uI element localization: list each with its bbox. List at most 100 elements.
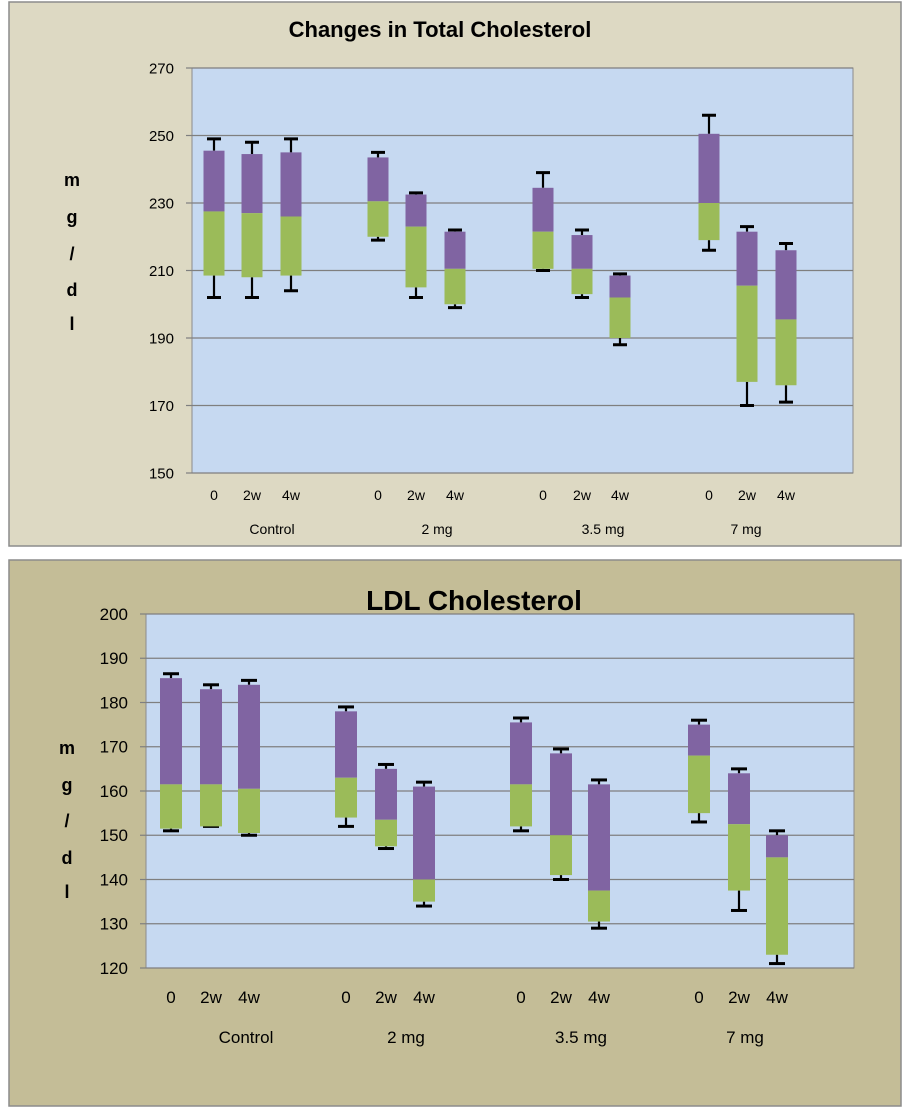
x-tick-label: 0 <box>341 988 350 1007</box>
upper-box-segment <box>200 689 222 785</box>
box-Control-0 <box>203 137 225 299</box>
group-label: 3.5 mg <box>555 1028 607 1047</box>
y-tick-label: 130 <box>100 915 128 934</box>
chart-2: 120 130 140 150 160 170 180 190 200 LDL Cholester… <box>8 559 902 1107</box>
box-7-mg-4w <box>775 242 797 404</box>
y-axis-label-char: / <box>69 244 74 264</box>
lower-box-segment <box>728 824 750 891</box>
box-Control-2w <box>241 140 263 299</box>
y-axis-label-char: l <box>64 882 69 902</box>
x-tick-label: 0 <box>516 988 525 1007</box>
upper-box-segment <box>241 154 263 214</box>
y-axis-label-char: d <box>67 280 78 300</box>
upper-box-segment <box>335 711 357 778</box>
upper-box-segment <box>375 768 397 820</box>
x-tick-label: 2w <box>738 487 757 503</box>
x-tick-label: 4w <box>766 988 788 1007</box>
x-tick-label: 4w <box>611 487 630 503</box>
group-label: 7 mg <box>730 521 761 537</box>
upper-box-segment <box>203 150 225 212</box>
x-tick-label: 0 <box>374 487 382 503</box>
group-label: Control <box>219 1028 274 1047</box>
lower-box-segment <box>550 835 572 876</box>
upper-box-segment <box>550 753 572 836</box>
x-tick-label: 0 <box>210 487 218 503</box>
x-tick-label: 4w <box>413 988 435 1007</box>
lower-box-segment <box>510 784 532 827</box>
y-tick-label: 150 <box>149 465 174 482</box>
y-tick-label: 270 <box>149 60 174 77</box>
lower-box-segment <box>367 201 389 237</box>
upper-box-segment <box>728 773 750 825</box>
y-tick-label: 210 <box>149 263 174 280</box>
lower-box-segment <box>405 226 427 288</box>
box-Control-2w <box>200 683 222 828</box>
upper-box-segment <box>444 231 466 269</box>
group-label: Control <box>249 521 294 537</box>
lower-box-segment <box>444 268 466 305</box>
y-axis-label-char: m <box>64 170 80 190</box>
x-tick-label: 4w <box>446 487 465 503</box>
group-label: 2 mg <box>387 1028 425 1047</box>
lower-box-segment <box>238 788 260 834</box>
lower-box-segment <box>571 268 593 295</box>
y-axis-label-char: g <box>67 207 78 227</box>
y-tick-label: 170 <box>149 398 174 415</box>
x-tick-label: 2w <box>243 487 262 503</box>
box-Control-4w <box>238 678 260 837</box>
lower-box-segment <box>609 297 631 338</box>
box-3_5-mg-4w <box>588 778 610 930</box>
y-axis-label-char: g <box>62 775 73 795</box>
upper-box-segment <box>160 678 182 785</box>
chart-title: Changes in Total Cholesterol <box>289 17 592 42</box>
y-axis-label-char: m <box>59 738 75 758</box>
lower-box-segment <box>532 231 554 269</box>
box-7-mg-2w <box>728 767 750 912</box>
box-3_5-mg-2w <box>550 747 572 881</box>
x-tick-label: 2w <box>375 988 397 1007</box>
box-3_5-mg-0 <box>532 171 554 272</box>
x-tick-label: 2w <box>200 988 222 1007</box>
chart-title: LDL Cholesterol <box>366 585 582 616</box>
group-label: 7 mg <box>726 1028 764 1047</box>
upper-box-segment <box>775 250 797 320</box>
x-tick-label: 4w <box>238 988 260 1007</box>
lower-box-segment <box>241 213 263 278</box>
upper-box-segment <box>588 784 610 891</box>
y-tick-label: 150 <box>100 826 128 845</box>
y-tick-label: 230 <box>149 195 174 212</box>
upper-box-segment <box>766 835 788 858</box>
upper-box-segment <box>405 194 427 227</box>
lower-box-segment <box>200 784 222 827</box>
x-tick-label: 0 <box>705 487 713 503</box>
y-tick-label: 140 <box>100 870 128 889</box>
box-7-mg-4w <box>766 829 788 966</box>
lower-box-segment <box>335 777 357 818</box>
upper-box-segment <box>280 152 302 217</box>
lower-box-segment <box>775 319 797 386</box>
x-tick-label: 0 <box>694 988 703 1007</box>
box-7-mg-0 <box>688 718 710 824</box>
x-tick-label: 4w <box>282 487 301 503</box>
lower-box-segment <box>375 819 397 847</box>
box-7-mg-2w <box>736 225 758 407</box>
lower-box-segment <box>203 211 225 276</box>
x-tick-label: 2w <box>550 988 572 1007</box>
y-tick-label: 170 <box>100 738 128 757</box>
upper-box-segment <box>698 133 720 203</box>
lower-box-segment <box>280 216 302 276</box>
y-axis-label-char: d <box>62 848 73 868</box>
lower-box-segment <box>698 203 720 241</box>
y-tick-label: 190 <box>149 330 174 347</box>
lower-box-segment <box>160 784 182 829</box>
box-2-mg-0 <box>367 150 389 242</box>
upper-box-segment <box>571 235 593 269</box>
y-axis-label-char: l <box>69 314 74 334</box>
y-tick-label: 160 <box>100 782 128 801</box>
upper-box-segment <box>510 722 532 785</box>
box-2-mg-2w <box>405 191 427 299</box>
x-tick-label: 0 <box>166 988 175 1007</box>
box-2-mg-4w <box>413 780 435 908</box>
x-tick-label: 4w <box>777 487 796 503</box>
